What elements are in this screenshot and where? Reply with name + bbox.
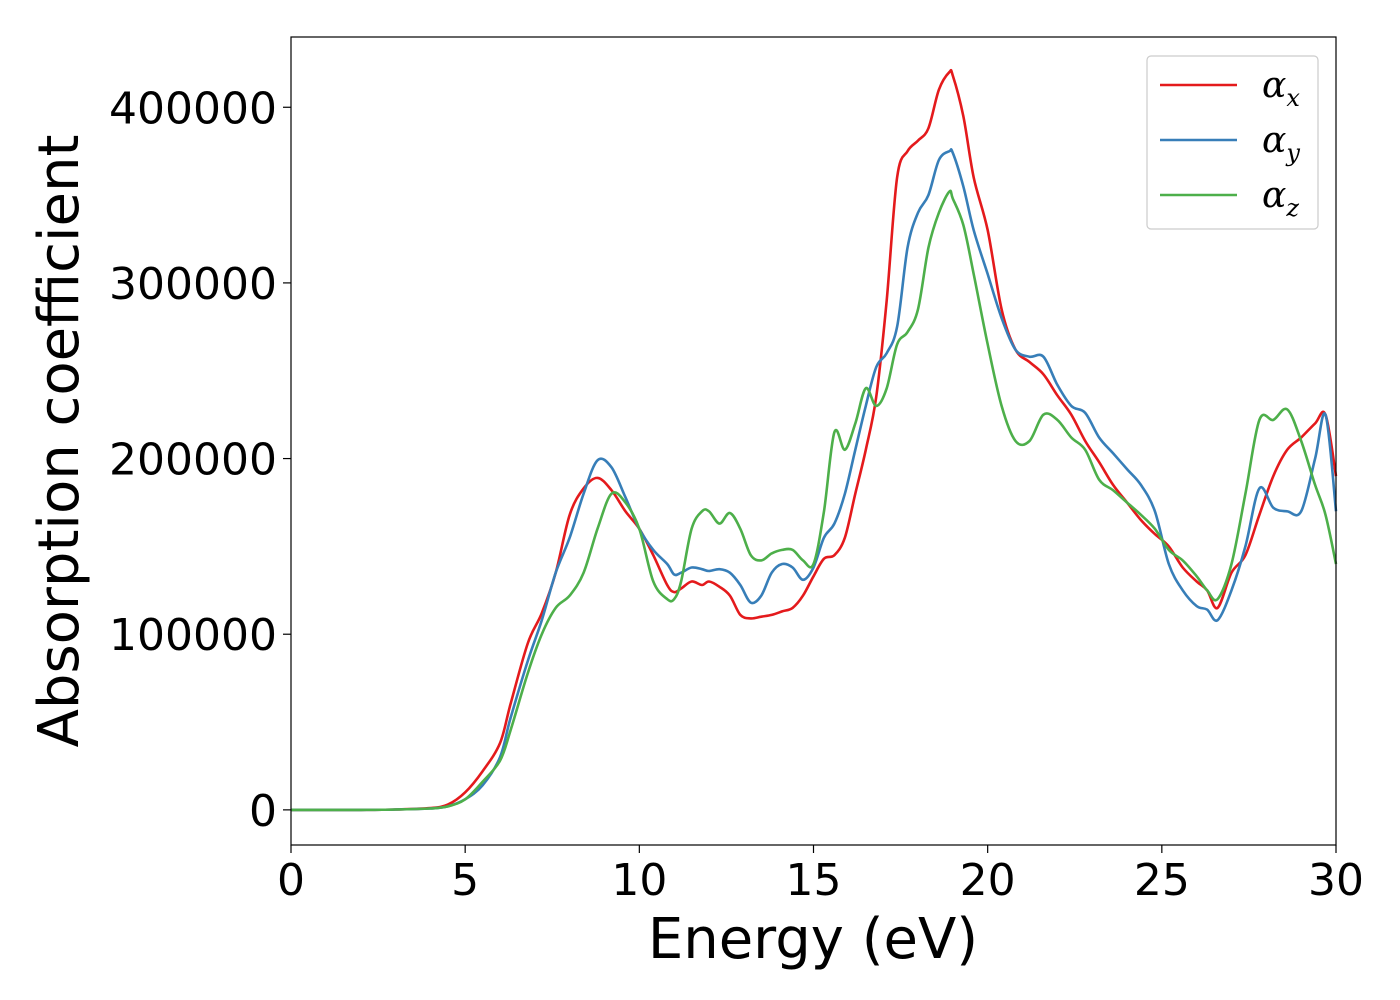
y-axis-label: Absorption coefficient	[27, 135, 92, 748]
x-tick-label: 15	[786, 855, 842, 906]
legend-label-symbol: α	[1262, 65, 1286, 106]
series-line-alpha-x	[290, 68, 1338, 812]
x-axis-label: Energy (eV)	[648, 907, 978, 972]
y-tick-label: 100000	[109, 610, 277, 661]
legend-label-symbol: α	[1262, 175, 1286, 216]
x-tick-label: 30	[1308, 855, 1364, 906]
series-line-alpha-z	[290, 189, 1338, 812]
legend-box	[1146, 55, 1319, 230]
legend-label-z: αz	[1262, 175, 1299, 222]
legend-label-symbol: α	[1262, 120, 1286, 161]
legend-label-subscript: z	[1285, 194, 1299, 222]
legend-label-subscript: x	[1286, 84, 1300, 112]
legend-label-y: αy	[1262, 120, 1300, 167]
x-axis-ticks: 0 5 10 15 20 25 30	[277, 845, 1364, 906]
y-tick-label: 200000	[109, 435, 277, 486]
y-tick-label: 300000	[109, 259, 277, 310]
y-tick-label: 400000	[109, 83, 277, 134]
y-tick-label: 0	[249, 786, 277, 837]
x-tick-label: 10	[611, 855, 667, 906]
y-axis-ticks: 0 100000 200000 300000 400000	[109, 83, 291, 837]
x-tick-label: 25	[1134, 855, 1190, 906]
series-lines	[290, 68, 1338, 812]
legend-label-x: αx	[1262, 65, 1300, 112]
x-tick-label: 5	[451, 855, 479, 906]
series-line-alpha-y	[290, 148, 1338, 812]
x-tick-label: 20	[960, 855, 1016, 906]
x-tick-label: 0	[277, 855, 305, 906]
legend-label-subscript: y	[1285, 139, 1300, 167]
